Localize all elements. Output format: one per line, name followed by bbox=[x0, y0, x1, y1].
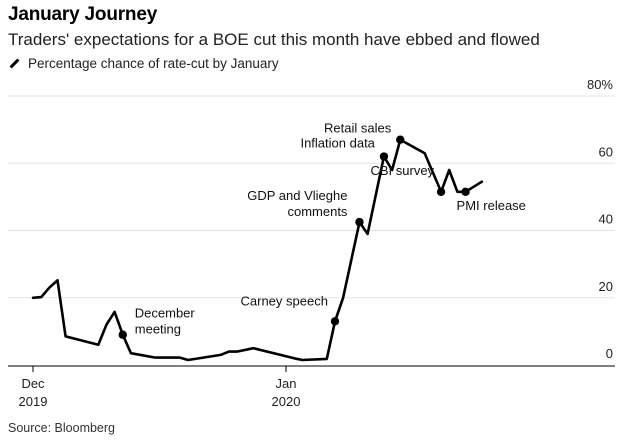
annotation-dot bbox=[355, 217, 364, 227]
y-tick-labels: 0 20 40 60 80% bbox=[587, 77, 613, 361]
x-tick-label-year: 2019 bbox=[19, 394, 48, 409]
annotation-label: meeting bbox=[135, 322, 181, 337]
x-axis: Dec 2019 Jan 2020 bbox=[8, 365, 615, 409]
annotation-dot bbox=[118, 330, 127, 339]
annotation-dot bbox=[330, 317, 340, 326]
annotation-label: PMI release bbox=[457, 198, 526, 213]
legend-label: Percentage chance of rate-cut by January bbox=[28, 56, 279, 71]
annotation-dot bbox=[379, 152, 389, 161]
annotation-dot bbox=[461, 187, 470, 197]
annotation-label: Retail sales bbox=[324, 121, 392, 136]
annotation-dot bbox=[396, 135, 405, 144]
annotation-label: GDP and Vlieghe bbox=[247, 188, 347, 203]
series-line bbox=[31, 138, 484, 362]
gridlines bbox=[8, 95, 615, 299]
data-series bbox=[31, 138, 484, 362]
annotation-label: Inflation data bbox=[300, 136, 375, 151]
annotation-label: December bbox=[135, 306, 196, 321]
annotation-label: CBI survey bbox=[370, 163, 434, 178]
x-tick-label: Dec bbox=[21, 376, 45, 391]
y-tick-label: 20 bbox=[599, 279, 613, 294]
annotation-label: comments bbox=[287, 204, 347, 219]
chart-title: January Journey bbox=[8, 4, 158, 25]
y-tick-label: 60 bbox=[599, 144, 613, 159]
source-note: Source: Bloomberg bbox=[8, 421, 116, 435]
chart-subtitle: Traders' expectations for a BOE cut this… bbox=[8, 30, 540, 49]
annotation-dot bbox=[436, 187, 446, 197]
y-tick-label: 0 bbox=[606, 346, 613, 361]
y-tick-label: 80% bbox=[587, 77, 613, 92]
x-tick-label: Jan bbox=[276, 376, 297, 391]
legend: Percentage chance of rate-cut by January bbox=[8, 56, 279, 71]
y-tick-label: 40 bbox=[599, 212, 613, 227]
x-tick-label-year: 2020 bbox=[272, 394, 301, 409]
annotation-label: Carney speech bbox=[241, 293, 328, 308]
